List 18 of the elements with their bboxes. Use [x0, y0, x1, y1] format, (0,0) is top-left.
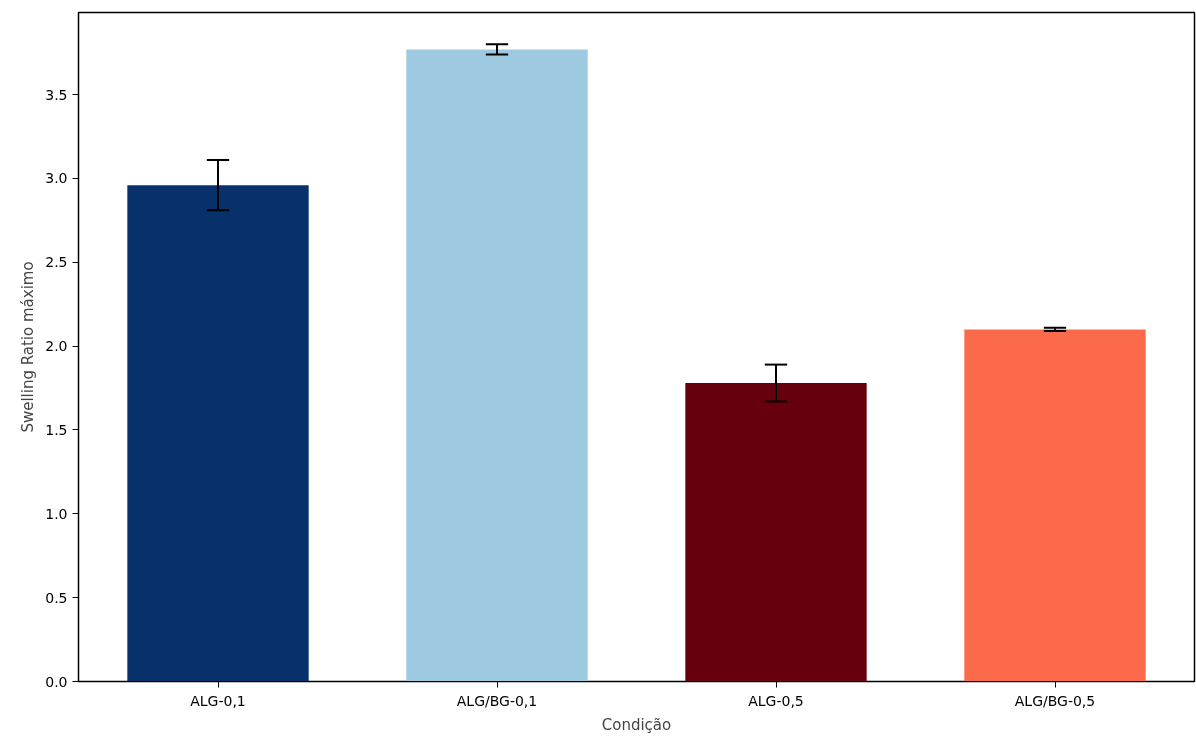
x-tick-label: ALG/BG-0,1	[456, 692, 538, 709]
y-tick-label: 2.5	[45, 254, 68, 271]
bar	[964, 329, 1146, 682]
x-tick-label: ALG/BG-0,5	[1014, 692, 1096, 709]
y-tick-label: 2.0	[45, 338, 68, 355]
y-axis-title: Swelling Ratio máximo	[19, 261, 38, 433]
y-tick-label: 0.5	[45, 589, 68, 606]
bar	[685, 383, 867, 682]
y-tick-label: 3.0	[45, 170, 68, 187]
y-tick-label: 3.5	[45, 86, 68, 103]
y-tick-label: 1.5	[45, 422, 68, 438]
x-tick-label: ALG-0,1	[190, 692, 246, 709]
bar	[406, 49, 588, 682]
x-tick-label: ALG-0,5	[748, 692, 804, 709]
x-axis-title: Condição	[601, 715, 672, 734]
y-tick-label: 1.0	[45, 505, 68, 522]
bar	[127, 185, 309, 682]
y-tick-label: 0.0	[45, 673, 68, 690]
